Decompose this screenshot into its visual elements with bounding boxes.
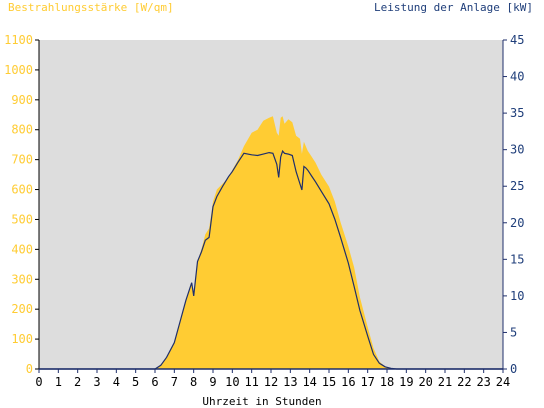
x-tick-label: 18 — [380, 375, 394, 389]
y-right-tick-label: 30 — [510, 143, 524, 157]
x-tick-label: 12 — [264, 375, 278, 389]
x-tick-label: 0 — [35, 375, 42, 389]
x-tick-label: 9 — [209, 375, 216, 389]
y-left-tick-label: 200 — [11, 302, 33, 316]
y-left-tick-label: 900 — [11, 93, 33, 107]
x-tick-label: 8 — [190, 375, 197, 389]
x-tick-label: 17 — [360, 375, 374, 389]
y-left-tick-label: 300 — [11, 272, 33, 286]
y-right-tick-label: 15 — [510, 252, 524, 266]
x-tick-label: 24 — [496, 375, 510, 389]
x-tick-label: 19 — [399, 375, 413, 389]
x-tick-label: 16 — [341, 375, 355, 389]
x-tick-label: 2 — [74, 375, 81, 389]
x-tick-label: 5 — [132, 375, 139, 389]
y-right-tick-label: 35 — [510, 106, 524, 120]
irradiance-area-layer — [39, 116, 503, 369]
x-ticks: 0 1 2 3 4 5 6 7 8 9 10 11 12 13 14 15 16 17 18 19 20 21 22 23 24 — [35, 369, 510, 389]
x-tick-label: 23 — [476, 375, 490, 389]
y-right-tick-label: 0 — [510, 362, 517, 376]
irradiance-area — [39, 116, 503, 369]
y-left-tick-label: 1000 — [4, 63, 33, 77]
y-left-tick-label: 100 — [11, 332, 33, 346]
x-tick-label: 11 — [244, 375, 258, 389]
power-line — [39, 149, 503, 370]
x-tick-label: 10 — [225, 375, 239, 389]
y-right-tick-label: 5 — [510, 325, 517, 339]
x-tick-label: 6 — [151, 375, 158, 389]
y-left-ticks: 0 100 200 300 400 500 600 700 800 900 1000 1100 — [4, 33, 39, 376]
y-left-tick-label: 500 — [11, 212, 33, 226]
y-right-tick-label: 10 — [510, 289, 524, 303]
x-tick-label: 20 — [418, 375, 432, 389]
y-right-ticks: 0 5 10 15 20 25 30 35 40 45 — [503, 33, 524, 376]
x-axis-label: Uhrzeit in Stunden — [202, 395, 321, 408]
x-tick-label: 7 — [171, 375, 178, 389]
y-right-tick-label: 25 — [510, 179, 524, 193]
y-right-tick-label: 20 — [510, 216, 524, 230]
x-tick-label: 14 — [302, 375, 316, 389]
x-tick-label: 13 — [283, 375, 297, 389]
left-axis-title: Bestrahlungsstärke [W/qm] — [8, 1, 174, 14]
y-left-tick-label: 700 — [11, 153, 33, 167]
x-tick-label: 22 — [457, 375, 471, 389]
y-left-tick-label: 400 — [11, 242, 33, 256]
right-axis-title: Leistung der Anlage [kW] — [374, 1, 533, 14]
power-line-layer — [39, 149, 503, 370]
y-right-tick-label: 45 — [510, 33, 524, 47]
y-left-tick-label: 600 — [11, 183, 33, 197]
x-tick-label: 3 — [93, 375, 100, 389]
x-tick-label: 1 — [55, 375, 62, 389]
y-right-tick-label: 40 — [510, 70, 524, 84]
y-left-tick-label: 800 — [11, 123, 33, 137]
y-left-tick-label: 1100 — [4, 33, 33, 47]
x-tick-label: 15 — [322, 375, 336, 389]
x-tick-label: 21 — [438, 375, 452, 389]
x-tick-label: 4 — [113, 375, 120, 389]
y-left-tick-label: 0 — [26, 362, 33, 376]
